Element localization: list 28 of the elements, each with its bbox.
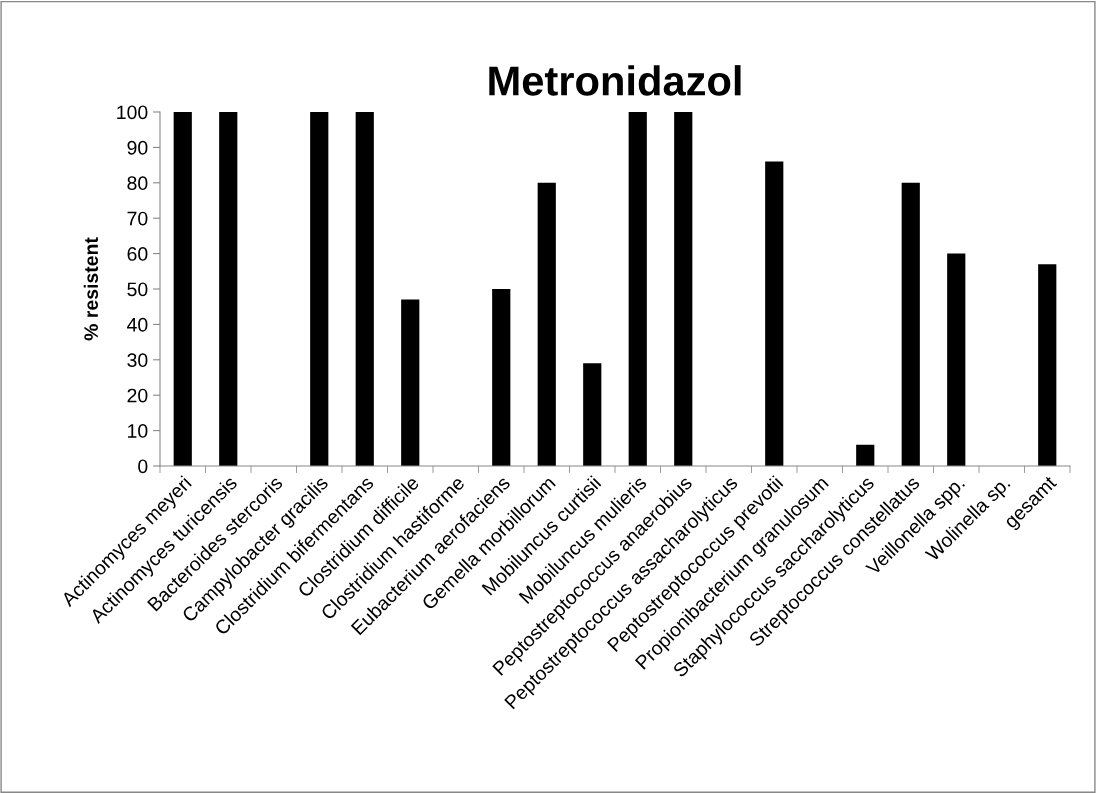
- bar: [765, 161, 784, 466]
- bar: [583, 363, 602, 466]
- bar: [674, 112, 693, 466]
- y-tick-label: 90: [127, 140, 148, 155]
- bar: [310, 112, 329, 466]
- y-tick-label: 100: [117, 105, 148, 120]
- bar: [173, 112, 192, 466]
- bar: [219, 112, 238, 466]
- bar: [628, 112, 647, 466]
- y-tick-label: 40: [127, 317, 148, 332]
- y-tick-label: 20: [127, 388, 148, 403]
- y-tick-label: 10: [128, 424, 148, 438]
- bar: [856, 444, 875, 466]
- y-tick-label: 80: [127, 176, 148, 191]
- chart-title: Metronidazol: [489, 65, 741, 96]
- y-axis-title: % resistent: [83, 237, 99, 341]
- bar: [355, 112, 374, 466]
- bar: [947, 253, 966, 466]
- bar: [492, 289, 511, 466]
- y-tick-label: 0: [138, 459, 148, 474]
- y-tick-label: 30: [127, 353, 148, 368]
- y-tick-label: 50: [127, 282, 148, 297]
- bar: [401, 299, 420, 466]
- y-tick-label: 60: [127, 247, 148, 261]
- bar: [901, 182, 920, 466]
- bar: [1038, 264, 1057, 466]
- y-tick-label: 70: [127, 211, 148, 226]
- bar: [537, 182, 556, 466]
